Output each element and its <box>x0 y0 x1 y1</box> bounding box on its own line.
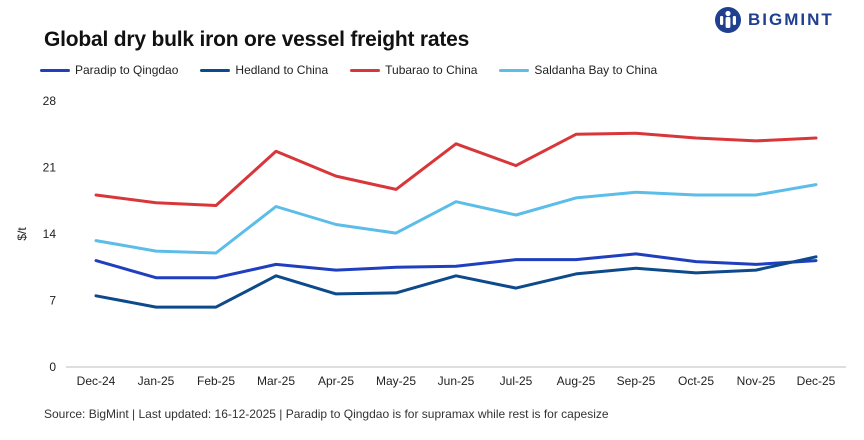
source-note: Source: BigMint | Last updated: 16-12-20… <box>44 407 609 421</box>
y-tick-label: 7 <box>49 294 56 308</box>
legend-item: Tubarao to China <box>350 63 477 77</box>
x-tick-label: Apr-25 <box>318 374 354 388</box>
legend-swatch <box>499 68 530 72</box>
legend-item: Saldanha Bay to China <box>499 63 657 77</box>
series-line <box>94 183 818 255</box>
x-tick-label: Nov-25 <box>737 374 776 388</box>
x-tick-label: Sep-25 <box>617 374 656 388</box>
y-tick-label: 21 <box>43 161 57 175</box>
legend-label: Saldanha Bay to China <box>534 63 658 77</box>
legend-swatch <box>350 68 381 72</box>
legend-label: Hedland to China <box>235 63 329 77</box>
legend-item: Paradip to Qingdao <box>40 63 178 77</box>
legend-label: Tubarao to China <box>385 63 478 77</box>
x-tick-label: Feb-25 <box>197 374 235 388</box>
series-line <box>94 255 818 309</box>
brand-name: BIGMINT <box>748 10 834 29</box>
x-tick-label: Jul-25 <box>500 374 533 388</box>
x-tick-label: Oct-25 <box>678 374 714 388</box>
legend-swatch <box>40 68 70 72</box>
series-line <box>94 131 818 207</box>
x-tick-label: Mar-25 <box>257 374 295 388</box>
y-axis-label: $/t <box>15 227 29 241</box>
chart-legend: Paradip to Qingdao Hedland to China Tubara… <box>40 63 679 77</box>
y-tick-label: 28 <box>43 94 57 108</box>
x-tick-label: Dec-25 <box>797 374 836 388</box>
bigmint-logo-icon <box>715 7 741 33</box>
x-tick-label: Jun-25 <box>438 374 475 388</box>
legend-label: Paradip to Qingdao <box>75 63 179 77</box>
series-line <box>94 252 818 280</box>
brand-logo: BIGMINT <box>714 6 834 34</box>
x-tick-label: Dec-24 <box>77 374 116 388</box>
chart-title: Global dry bulk iron ore vessel freight … <box>44 28 470 51</box>
legend-item: Hedland to China <box>200 63 328 77</box>
x-tick-label: May-25 <box>376 374 416 388</box>
x-tick-label: Jan-25 <box>138 374 175 388</box>
y-tick-label: 14 <box>43 227 57 241</box>
x-tick-label: Aug-25 <box>557 374 596 388</box>
legend-swatch <box>200 68 231 72</box>
y-tick-label: 0 <box>49 360 56 374</box>
